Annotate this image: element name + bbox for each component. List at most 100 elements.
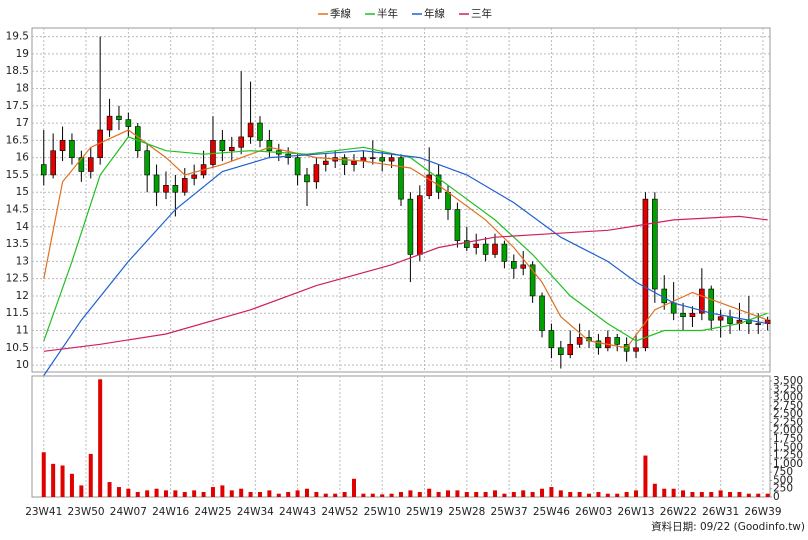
volume-bar [577, 492, 582, 497]
candle-body [426, 174, 433, 196]
volume-bar [436, 492, 441, 497]
volume-bar [728, 492, 733, 497]
candle-body [417, 195, 423, 255]
y-tick-label: 17.5 [6, 100, 29, 112]
volume-bar [521, 490, 526, 497]
y-tick-label: 11 [16, 325, 29, 337]
volume-bar [380, 494, 385, 497]
candle-body [266, 140, 273, 152]
volume-bar [634, 490, 639, 497]
candle-body [379, 157, 385, 162]
volume-bar [605, 493, 610, 497]
candle-body [407, 198, 414, 255]
volume-bar [455, 490, 460, 497]
volume-bar [417, 492, 422, 497]
volume-bar [483, 492, 488, 497]
candle-body [689, 312, 696, 317]
volume-bar [370, 493, 375, 497]
candle-body [605, 337, 611, 349]
y2-tick-label: 2,500 [773, 408, 803, 420]
y2-tick-label: 1,000 [773, 458, 803, 470]
volume-bar [210, 487, 215, 497]
candle-body [454, 209, 461, 241]
candle-body [717, 316, 724, 321]
candle-body [304, 174, 310, 183]
y-tick-label: 14.5 [6, 204, 29, 216]
y2-tick-label: 750 [773, 466, 793, 478]
volume-bar [399, 492, 403, 497]
x-tick-label: 23W41 [25, 506, 62, 518]
volume-bar [98, 379, 103, 497]
volume-bar [530, 492, 535, 497]
x-tick-label: 24W43 [279, 506, 316, 518]
candle-body [398, 157, 404, 200]
x-tick-label: 25W10 [364, 506, 401, 518]
volume-bar [276, 493, 281, 497]
y-tick-label: 15 [16, 186, 29, 198]
volume-bar [88, 453, 93, 497]
volume-bar [408, 490, 413, 497]
y2-tick-label: 500 [773, 474, 793, 486]
legend-label: 半年 [377, 7, 398, 20]
volume-bar [652, 483, 657, 497]
candle-body [595, 340, 602, 349]
y-tick-label: 16.5 [6, 134, 29, 146]
candle-body [181, 178, 188, 193]
candle-body [50, 150, 56, 176]
y-tick-label: 18.5 [6, 65, 29, 77]
volume-bar [662, 488, 667, 497]
volume-bar [229, 490, 234, 497]
volume-bar [173, 490, 178, 497]
candle-body [144, 150, 150, 176]
volume-bar [182, 492, 187, 497]
candle-body [163, 185, 169, 193]
x-tick-label: 26W39 [744, 506, 781, 518]
candle-body [492, 243, 498, 255]
volume-bar [248, 492, 253, 497]
volume-bar [69, 473, 74, 497]
x-tick-label: 24W34 [237, 506, 274, 518]
volume-bar [126, 488, 131, 497]
ma-line [43, 136, 768, 342]
volume-bar [474, 492, 479, 497]
candle-body [191, 174, 197, 179]
y-tick-label: 16 [16, 152, 30, 164]
candle-body [153, 174, 160, 193]
y2-tick-label: 1,750 [773, 433, 803, 445]
y-tick-label: 14 [16, 221, 30, 233]
candle-body [125, 119, 132, 127]
y-tick-label: 12 [16, 290, 29, 302]
volume-bar [624, 492, 629, 497]
candle-body [322, 160, 329, 165]
y-tick-label: 11.5 [6, 307, 29, 319]
candle-body [755, 323, 762, 325]
ma-line [43, 215, 768, 352]
y-tick-label: 17 [16, 117, 29, 129]
volume-bar [107, 482, 112, 497]
volume-bar [116, 487, 121, 497]
volume-bar [154, 488, 159, 497]
x-tick-label: 26W31 [702, 506, 739, 518]
legend-label: 季線 [330, 7, 351, 20]
volume-bar [304, 488, 309, 497]
volume-bar [201, 492, 206, 497]
x-tick-label: 25W46 [533, 506, 570, 518]
volume-bar [192, 490, 197, 497]
candle-body [369, 157, 376, 159]
volume-bar [493, 490, 498, 497]
volume-bar [671, 488, 676, 497]
volume-bar [737, 492, 742, 497]
candle-body [69, 140, 75, 158]
volume-bar [643, 455, 648, 497]
volume-bar [333, 493, 338, 497]
candle-body [661, 288, 668, 304]
volume-bar [135, 492, 140, 497]
volume-bar [145, 490, 150, 497]
x-tick-label: 26W13 [617, 506, 654, 518]
x-tick-label: 25W19 [406, 506, 443, 518]
volume-bar [681, 490, 686, 497]
candle-body [464, 240, 470, 248]
y2-tick-label: 3,000 [773, 392, 803, 404]
candle-body [680, 312, 686, 317]
